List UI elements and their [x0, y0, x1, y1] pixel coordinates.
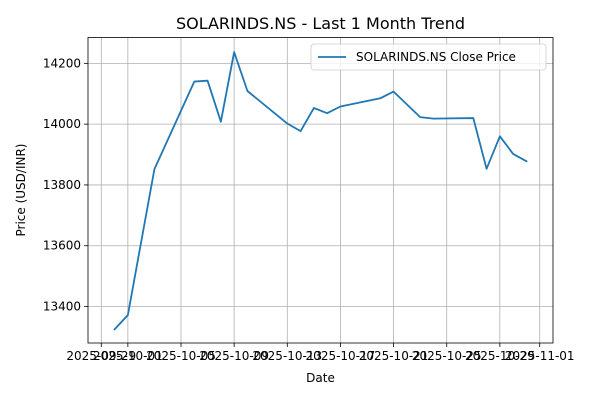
x-tick-label: 2025-10-29: [465, 349, 535, 363]
x-tick-label: 2025-10-21: [359, 349, 429, 363]
y-tick-label: 14200: [43, 56, 81, 70]
x-tick-label: 2025-10-05: [146, 349, 216, 363]
x-tick-label: 2025-10-13: [252, 349, 322, 363]
x-tick-label: 2025-10-25: [412, 349, 482, 363]
y-axis-label: Price (USD/INR): [14, 144, 28, 237]
y-tick-label: 13400: [43, 300, 81, 314]
x-tick-label: 2025-10-09: [199, 349, 269, 363]
y-axis-ticks: 13400 13600 13800 14000 14200: [43, 56, 88, 314]
plot-frame: [87, 37, 554, 344]
x-tick-label: 2025-10-01: [93, 349, 163, 363]
legend-box: [310, 43, 547, 71]
y-tick-label: 14000: [43, 117, 81, 131]
chart-title: SOLARINDS.NS - Last 1 Month Trend: [176, 14, 465, 33]
series-line: [113, 51, 528, 331]
series-layer: [113, 51, 528, 331]
legend: SOLARINDS.NS Close Price: [310, 43, 547, 71]
x-tick-label: 2025-09-29: [66, 349, 136, 363]
x-tick-label: 2025-11-01: [505, 349, 575, 363]
x-axis-label: Date: [306, 371, 335, 385]
x-axis-ticks: 2025-09-292025-10-012025-10-052025-10-09…: [66, 343, 575, 363]
y-tick-label: 13600: [43, 239, 81, 253]
x-tick-label: 2025-10-17: [306, 349, 376, 363]
legend-entry: SOLARINDS.NS Close Price: [356, 50, 516, 64]
y-tick-label: 13800: [43, 178, 81, 192]
